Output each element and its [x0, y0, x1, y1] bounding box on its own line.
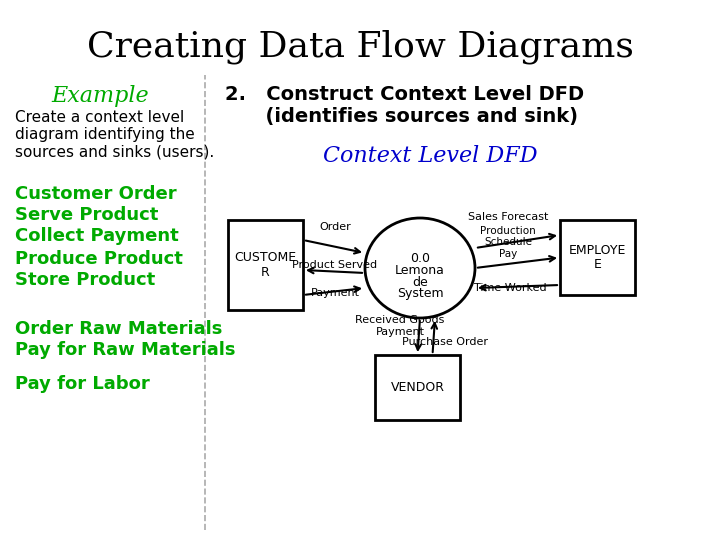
Text: Customer Order
Serve Product
Collect Payment: Customer Order Serve Product Collect Pay… [15, 185, 179, 245]
Text: VENDOR: VENDOR [390, 381, 444, 394]
Text: Create a context level
diagram identifying the
sources and sinks (users).: Create a context level diagram identifyi… [15, 110, 215, 160]
Bar [228, 220, 303, 310]
Text: Creating Data Flow Diagrams: Creating Data Flow Diagrams [86, 30, 634, 64]
Text: CUSTOME
R: CUSTOME R [235, 251, 297, 279]
Text: Sales Forecast: Sales Forecast [468, 212, 548, 222]
Text: Order: Order [319, 222, 351, 232]
Text: Pay for Labor: Pay for Labor [15, 375, 150, 393]
Text: 0.0: 0.0 [410, 252, 430, 265]
Text: Lemona: Lemona [395, 265, 445, 278]
Text: Product Served: Product Served [292, 260, 377, 270]
Bar [375, 355, 460, 420]
Text: Produce Product
Store Product: Produce Product Store Product [15, 250, 183, 289]
Text: de: de [412, 275, 428, 288]
Text: EMPLOYE
E: EMPLOYE E [569, 244, 626, 272]
Text: Purchase Order: Purchase Order [402, 337, 488, 347]
Text: Example: Example [51, 85, 149, 107]
Ellipse shape [365, 218, 475, 318]
Text: System: System [397, 287, 444, 300]
Text: Context Level DFD: Context Level DFD [323, 145, 537, 167]
Text: Received Goods
Payment: Received Goods Payment [355, 315, 445, 337]
Text: Time Worked: Time Worked [474, 283, 546, 293]
Text: Payment: Payment [310, 288, 359, 298]
Text: 2.   Construct Context Level DFD
      (identifies sources and sink): 2. Construct Context Level DFD (identifi… [225, 85, 584, 126]
Text: Production
Schedule
Pay: Production Schedule Pay [480, 226, 536, 259]
Text: Order Raw Materials
Pay for Raw Materials: Order Raw Materials Pay for Raw Material… [15, 320, 235, 359]
Bar [560, 220, 635, 295]
